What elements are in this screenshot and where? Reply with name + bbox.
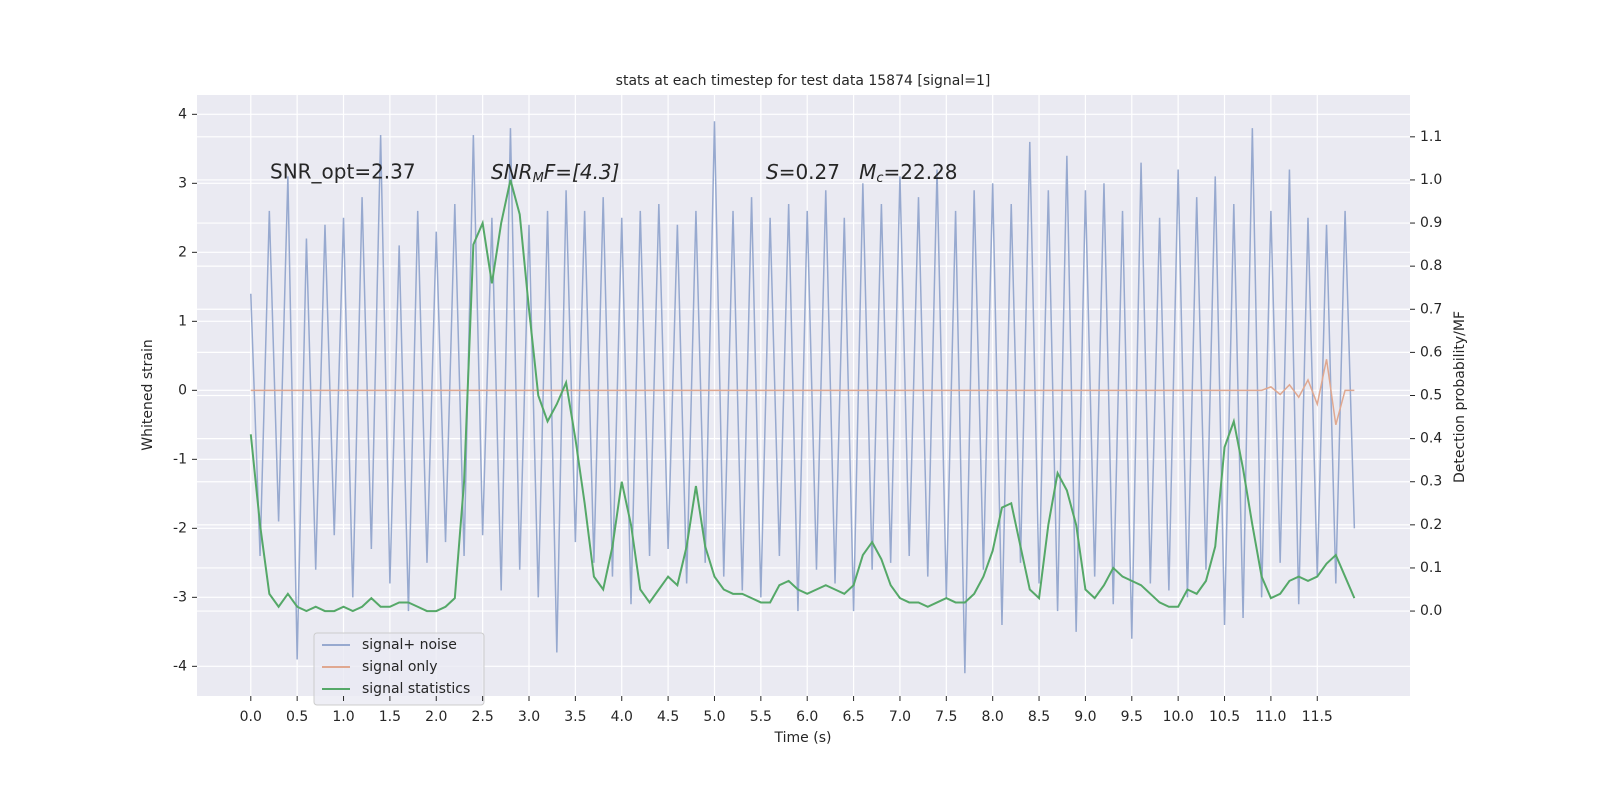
y-axis-label: Whitened strain — [140, 339, 156, 450]
x-axis-label: Time (s) — [774, 730, 832, 746]
y2-axis-label: Detection probability/MF — [1452, 311, 1468, 483]
annotation-part: =0.27 — [779, 160, 859, 184]
y2-tick-label: 0.2 — [1420, 517, 1442, 533]
y2-tick-label: 1.0 — [1420, 172, 1442, 188]
x-tick-label: 11.5 — [1302, 709, 1333, 725]
annotation-part: =22.28 — [884, 160, 958, 184]
y2-tick-label: 0.7 — [1420, 301, 1442, 317]
x-tick-label: 9.5 — [1121, 709, 1143, 725]
annotation: SNR_opt=2.37 — [270, 160, 416, 184]
y-tick-label: -3 — [173, 589, 187, 605]
x-tick-label: 4.5 — [657, 709, 679, 725]
y-tick-label: 1 — [178, 313, 187, 329]
x-tick-label: 5.5 — [750, 709, 772, 725]
y-tick-label: 3 — [178, 175, 187, 191]
y-tick-label: -1 — [173, 451, 187, 467]
x-tick-label: 7.5 — [935, 709, 957, 725]
x-tick-label: 7.0 — [889, 709, 911, 725]
y2-tick-label: 0.0 — [1420, 603, 1442, 619]
annotation: SNRMF=[4.3] — [491, 160, 619, 186]
y-tick-label: 4 — [178, 106, 187, 122]
annotation-part: F=[4.3] — [544, 160, 620, 184]
x-tick-label: 4.0 — [611, 709, 633, 725]
x-tick-label: 6.5 — [842, 709, 864, 725]
annotation-part: S — [766, 160, 779, 184]
y-tick-label: 2 — [178, 244, 187, 260]
y2-tick-label: 0.4 — [1420, 431, 1442, 447]
x-tick-label: 3.0 — [518, 709, 540, 725]
x-tick-label: 5.0 — [703, 709, 725, 725]
legend-label: signal+ noise — [362, 637, 457, 653]
legend: signal+ noise signal only signal statistic… — [313, 632, 485, 706]
legend-label: signal statistics — [362, 681, 470, 697]
x-tick-label: 0.0 — [240, 709, 262, 725]
x-tick-label: 9.0 — [1074, 709, 1096, 725]
y-tick-label: -4 — [173, 658, 187, 674]
y2-tick-label: 1.1 — [1420, 129, 1442, 145]
y-tick-label: -2 — [173, 520, 187, 536]
y2-tick-label: 0.1 — [1420, 560, 1442, 576]
grid — [197, 95, 1410, 696]
y2-tick-label: 0.5 — [1420, 388, 1442, 404]
legend-box — [313, 632, 485, 706]
y2-tick-label: 0.9 — [1420, 215, 1442, 231]
x-tick-label: 8.0 — [982, 709, 1004, 725]
x-tick-label: 0.5 — [286, 709, 308, 725]
series-line — [250, 121, 1356, 674]
annotation-part: SNR — [491, 160, 533, 184]
annotation-part: M — [533, 171, 544, 186]
annotation: S=0.27 Mc=22.28 — [766, 160, 958, 186]
y2-tick-label: 0.6 — [1420, 344, 1442, 360]
x-tick-label: 8.5 — [1028, 709, 1050, 725]
chart-title: stats at each timestep for test data 158… — [616, 73, 991, 89]
x-tick-label: 10.0 — [1163, 709, 1194, 725]
x-tick-label: 1.5 — [379, 709, 401, 725]
series-line — [249, 179, 1356, 613]
y-tick-label: 0 — [178, 382, 187, 398]
x-tick-label: 1.0 — [332, 709, 354, 725]
x-tick-label: 6.0 — [796, 709, 818, 725]
x-tick-label: 2.5 — [471, 709, 493, 725]
x-tick-label: 2.0 — [425, 709, 447, 725]
series-line — [250, 359, 1355, 426]
x-tick-label: 3.5 — [564, 709, 586, 725]
x-tick-label: 11.0 — [1255, 709, 1286, 725]
annotation-part: c — [876, 171, 883, 186]
x-tick-label: 10.5 — [1209, 709, 1240, 725]
y2-tick-label: 0.8 — [1420, 258, 1442, 274]
marks — [249, 121, 1356, 674]
annotation-part: M — [859, 160, 876, 184]
y2-tick-label: 0.3 — [1420, 474, 1442, 490]
legend-label: signal only — [362, 659, 437, 675]
